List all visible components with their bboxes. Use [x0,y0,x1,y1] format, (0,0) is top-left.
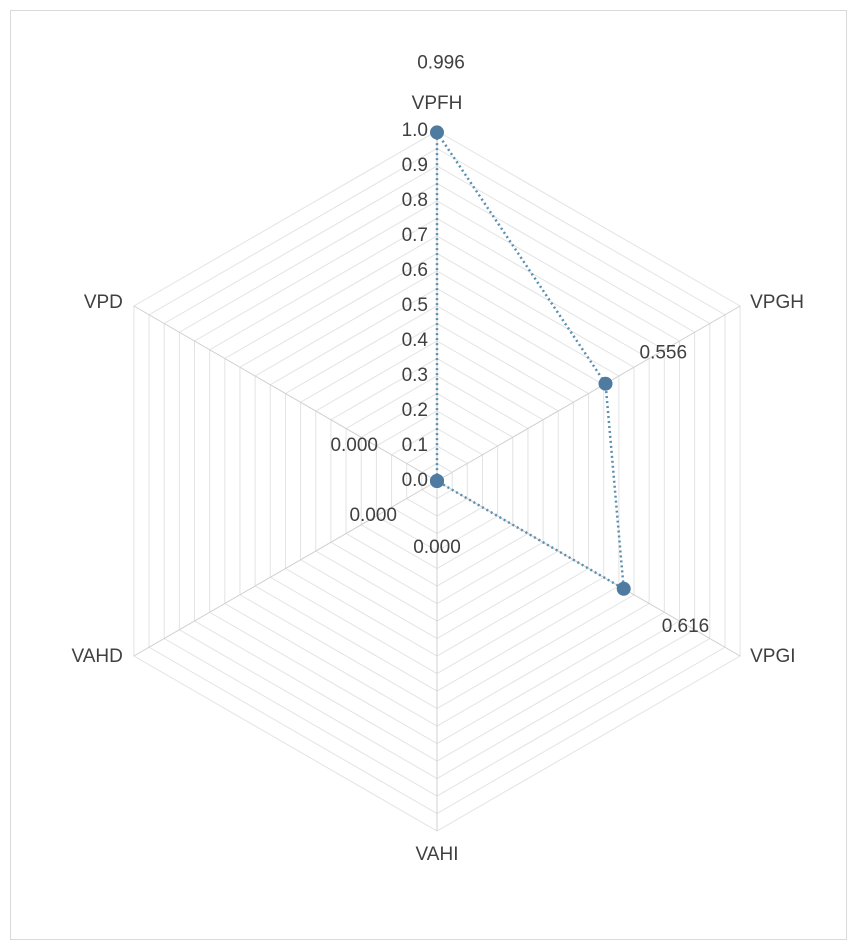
radial-tick-label: 0.4 [402,330,429,351]
axis-label-vpd: VPD [84,292,123,313]
data-label-vpgh: 0.556 [640,343,688,364]
axis-label-vpgh: VPGH [750,292,804,313]
axis-label-vahi: VAHI [416,844,459,865]
radial-tick-label: 0.1 [402,435,428,456]
axis-spoke [436,305,741,482]
radial-tick-label: 0.2 [402,400,428,421]
data-point-vpgi [616,581,631,596]
data-label-vpfh: 0.996 [417,52,465,73]
radial-tick-label: 0.5 [402,295,428,316]
axis-spoke [133,480,438,657]
axis-label-vpgi: VPGI [750,646,795,667]
series-line [435,128,626,592]
axis-label-layer: VPFH VPGH VPGI VAHI VAHD VPD [72,93,804,865]
series-layer [430,125,631,596]
axis-label-vpfh: VPFH [412,93,463,114]
data-point-vpfh [430,125,444,140]
data-label-vahi: 0.000 [413,537,461,558]
data-point-vpgh [598,376,613,391]
radial-tick-label: 0.9 [402,155,428,176]
radial-tick-label: 0.8 [402,190,428,211]
radial-tick-label: 0.6 [402,260,428,281]
tick-layer: 0.0 0.1 0.2 0.3 0.4 0.5 0.6 0.7 0.8 0.9 1.0 [402,120,429,491]
data-label-vpgi: 0.616 [662,616,710,637]
radial-tick-label: 0.3 [402,365,428,386]
axis-label-vahd: VAHD [72,646,123,667]
data-label-vpd: 0.000 [330,435,378,456]
value-label-layer: 0.996 0.556 0.616 0.000 0.000 0.000 [330,52,709,636]
data-label-vahd: 0.000 [349,505,397,526]
radial-tick-label: 0.0 [402,470,428,491]
axis-spoke [133,305,438,482]
data-point-vpd [430,474,444,488]
radial-tick-label: 0.7 [402,225,428,246]
radial-tick-label: 1.0 [402,120,428,141]
